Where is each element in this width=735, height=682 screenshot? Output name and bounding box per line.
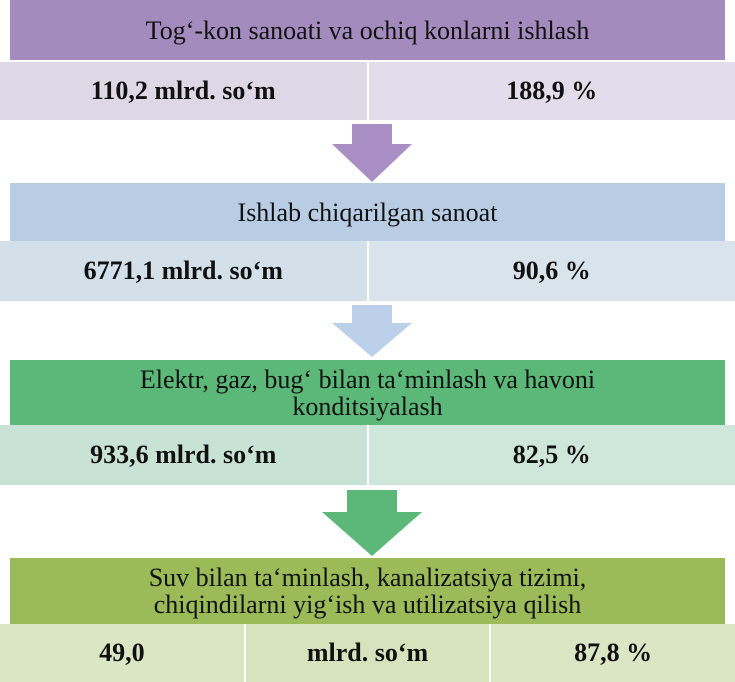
block-row: 49,0 mlrd. so‘m 87,8 % bbox=[0, 624, 735, 682]
block-row: 110,2 mlrd. so‘m 188,9 % bbox=[0, 62, 735, 120]
cell: 82,5 % bbox=[366, 425, 735, 485]
arrow bbox=[332, 124, 412, 182]
title-line: Elektr, gaz, bug‘ bilan ta‘minlash va ha… bbox=[139, 364, 596, 394]
cell: 6771,1 mlrd. so‘m bbox=[83, 256, 283, 285]
title-line: konditsiyalash bbox=[292, 391, 443, 421]
arrow bbox=[332, 305, 412, 357]
cell: 87,8 % bbox=[489, 624, 735, 682]
cell: 933,6 mlrd. so‘m bbox=[90, 440, 277, 469]
arrow bbox=[322, 490, 422, 556]
cell: mlrd. so‘m bbox=[243, 624, 490, 682]
cell: 188,9 % bbox=[366, 62, 735, 120]
block-title: Suv bilan ta‘minlash, kanalizatsiya tizi… bbox=[10, 558, 725, 624]
block-row: 6771,1 mlrd. so‘m 90,6 % bbox=[0, 241, 735, 301]
cell: 90,6 % bbox=[366, 241, 735, 301]
block-title: Ishlab chiqarilgan sanoat bbox=[10, 183, 725, 241]
title-line: Suv bilan ta‘minlash, kanalizatsiya tizi… bbox=[148, 563, 587, 592]
block-row: 933,6 mlrd. so‘m 82,5 % bbox=[0, 425, 735, 485]
cell: 49,0 bbox=[0, 624, 244, 682]
title-line: Tog‘-kon sanoati va ochiq konlarni ishla… bbox=[145, 15, 590, 45]
block-title: Tog‘-kon sanoati va ochiq konlarni ishla… bbox=[10, 0, 725, 60]
block-title: Elektr, gaz, bug‘ bilan ta‘minlash va ha… bbox=[10, 360, 725, 425]
title-line: chiqindilarni yig‘ish va utilizatsiya qi… bbox=[153, 590, 582, 619]
title-line: Ishlab chiqarilgan sanoat bbox=[237, 197, 498, 227]
cell: 110,2 mlrd. so‘m bbox=[90, 76, 276, 105]
